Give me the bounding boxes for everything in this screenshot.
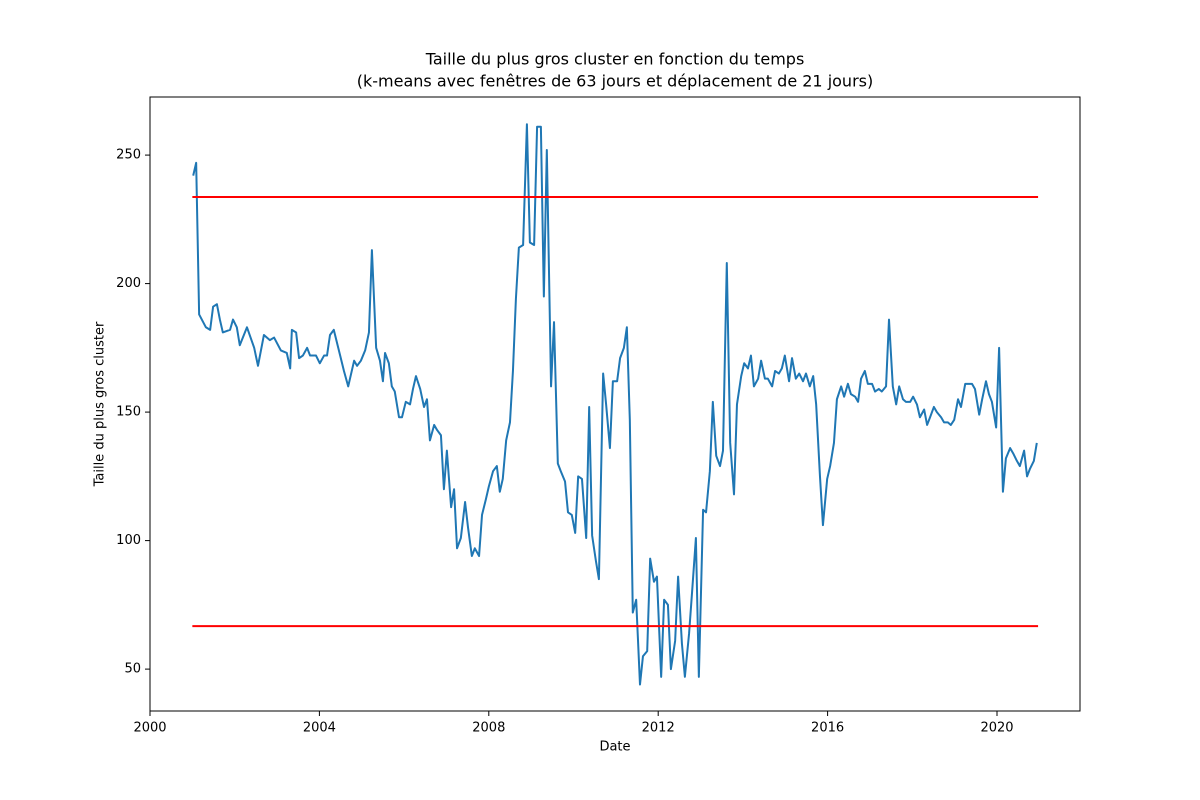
x-tick-label: 2004 xyxy=(303,721,336,736)
y-tick-label: 200 xyxy=(116,276,141,291)
x-tick-label: 2020 xyxy=(980,721,1013,736)
y-tick-label: 250 xyxy=(116,148,141,163)
x-tick-label: 2012 xyxy=(642,721,675,736)
y-axis-label: Taille du plus gros cluster xyxy=(93,321,108,487)
data-line xyxy=(192,123,1038,686)
x-tick-label: 2000 xyxy=(133,721,166,736)
x-axis-label: Date xyxy=(599,740,630,755)
y-tick-label: 50 xyxy=(124,662,141,677)
chart-title: Taille du plus gros cluster en fonction … xyxy=(425,50,805,69)
chart-subtitle: (k-means avec fenêtres de 63 jours et dé… xyxy=(357,72,873,91)
plot-frame xyxy=(149,96,1081,712)
y-tick-label: 100 xyxy=(116,533,141,548)
y-tick-label: 150 xyxy=(116,405,141,420)
x-tick-label: 2008 xyxy=(472,721,505,736)
x-tick-label: 2016 xyxy=(811,721,844,736)
